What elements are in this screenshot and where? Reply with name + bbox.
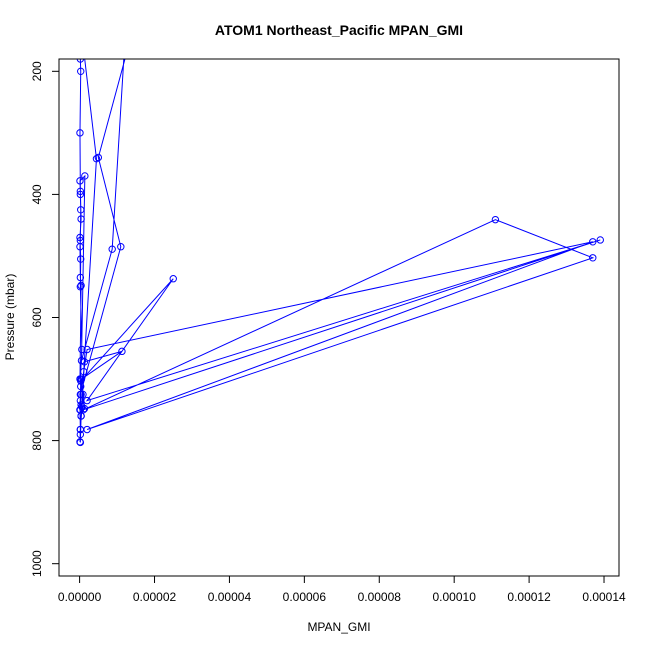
data-point xyxy=(77,215,85,223)
data-point xyxy=(79,406,88,414)
data-point xyxy=(589,238,597,246)
data-point xyxy=(76,430,85,439)
x-tick-label: 0.00004 xyxy=(208,590,252,604)
y-tick-label: 600 xyxy=(30,307,44,327)
data-point xyxy=(77,206,85,214)
x-tick-label: 0.00012 xyxy=(507,590,551,604)
data-point xyxy=(83,345,91,354)
x-tick-label: 0.00000 xyxy=(58,590,102,604)
series-line xyxy=(79,59,601,443)
data-point xyxy=(77,255,85,263)
y-axis-label: Pressure (mbar) xyxy=(3,274,17,361)
data-point xyxy=(169,275,177,283)
plot-area xyxy=(76,59,604,447)
data-point xyxy=(76,129,84,137)
data-point xyxy=(596,236,604,244)
y-axis: 200 400 600 800 1000 xyxy=(30,61,59,577)
data-point xyxy=(76,396,85,405)
data-point xyxy=(77,382,85,391)
data-point xyxy=(78,345,86,354)
data-point xyxy=(92,155,101,163)
data-point xyxy=(94,153,103,162)
data-point xyxy=(117,243,125,251)
data-point xyxy=(77,356,86,365)
data-point xyxy=(79,390,87,399)
data-point xyxy=(76,425,85,434)
x-tick-label: 0.00014 xyxy=(582,590,626,604)
data-point xyxy=(76,273,85,282)
y-tick-label: 400 xyxy=(30,184,44,204)
data-point xyxy=(76,283,85,291)
x-axis-label: MPAN_GMI xyxy=(307,620,370,634)
x-tick-label: 0.00006 xyxy=(283,590,327,604)
data-point xyxy=(76,177,84,185)
x-tick-label: 0.00010 xyxy=(432,590,476,604)
data-point xyxy=(77,412,85,420)
data-point xyxy=(491,215,500,224)
x-axis: 0.00000 0.00002 0.00004 0.00006 0.00008 0.000… xyxy=(58,576,626,604)
data-point xyxy=(118,347,126,356)
x-tick-label: 0.00002 xyxy=(133,590,177,604)
plot-frame xyxy=(58,58,620,577)
data-point xyxy=(76,438,85,447)
y-tick-label: 800 xyxy=(30,430,44,450)
data-point xyxy=(77,281,85,290)
data-point xyxy=(108,245,116,253)
data-point xyxy=(76,59,85,63)
y-tick-label: 1000 xyxy=(30,550,44,577)
data-point xyxy=(76,190,85,199)
y-tick-label: 200 xyxy=(30,61,44,81)
data-point xyxy=(76,233,84,242)
data-point xyxy=(76,187,85,196)
chart-title: ATOM1 Northeast_Pacific MPAN_GMI xyxy=(215,22,463,38)
data-point xyxy=(80,404,89,413)
x-tick-label: 0.00008 xyxy=(358,590,402,604)
data-point xyxy=(76,243,84,251)
data-point xyxy=(77,67,85,76)
data-point xyxy=(589,254,597,262)
data-point xyxy=(76,375,84,383)
data-point xyxy=(81,172,89,180)
data-point xyxy=(80,367,88,376)
